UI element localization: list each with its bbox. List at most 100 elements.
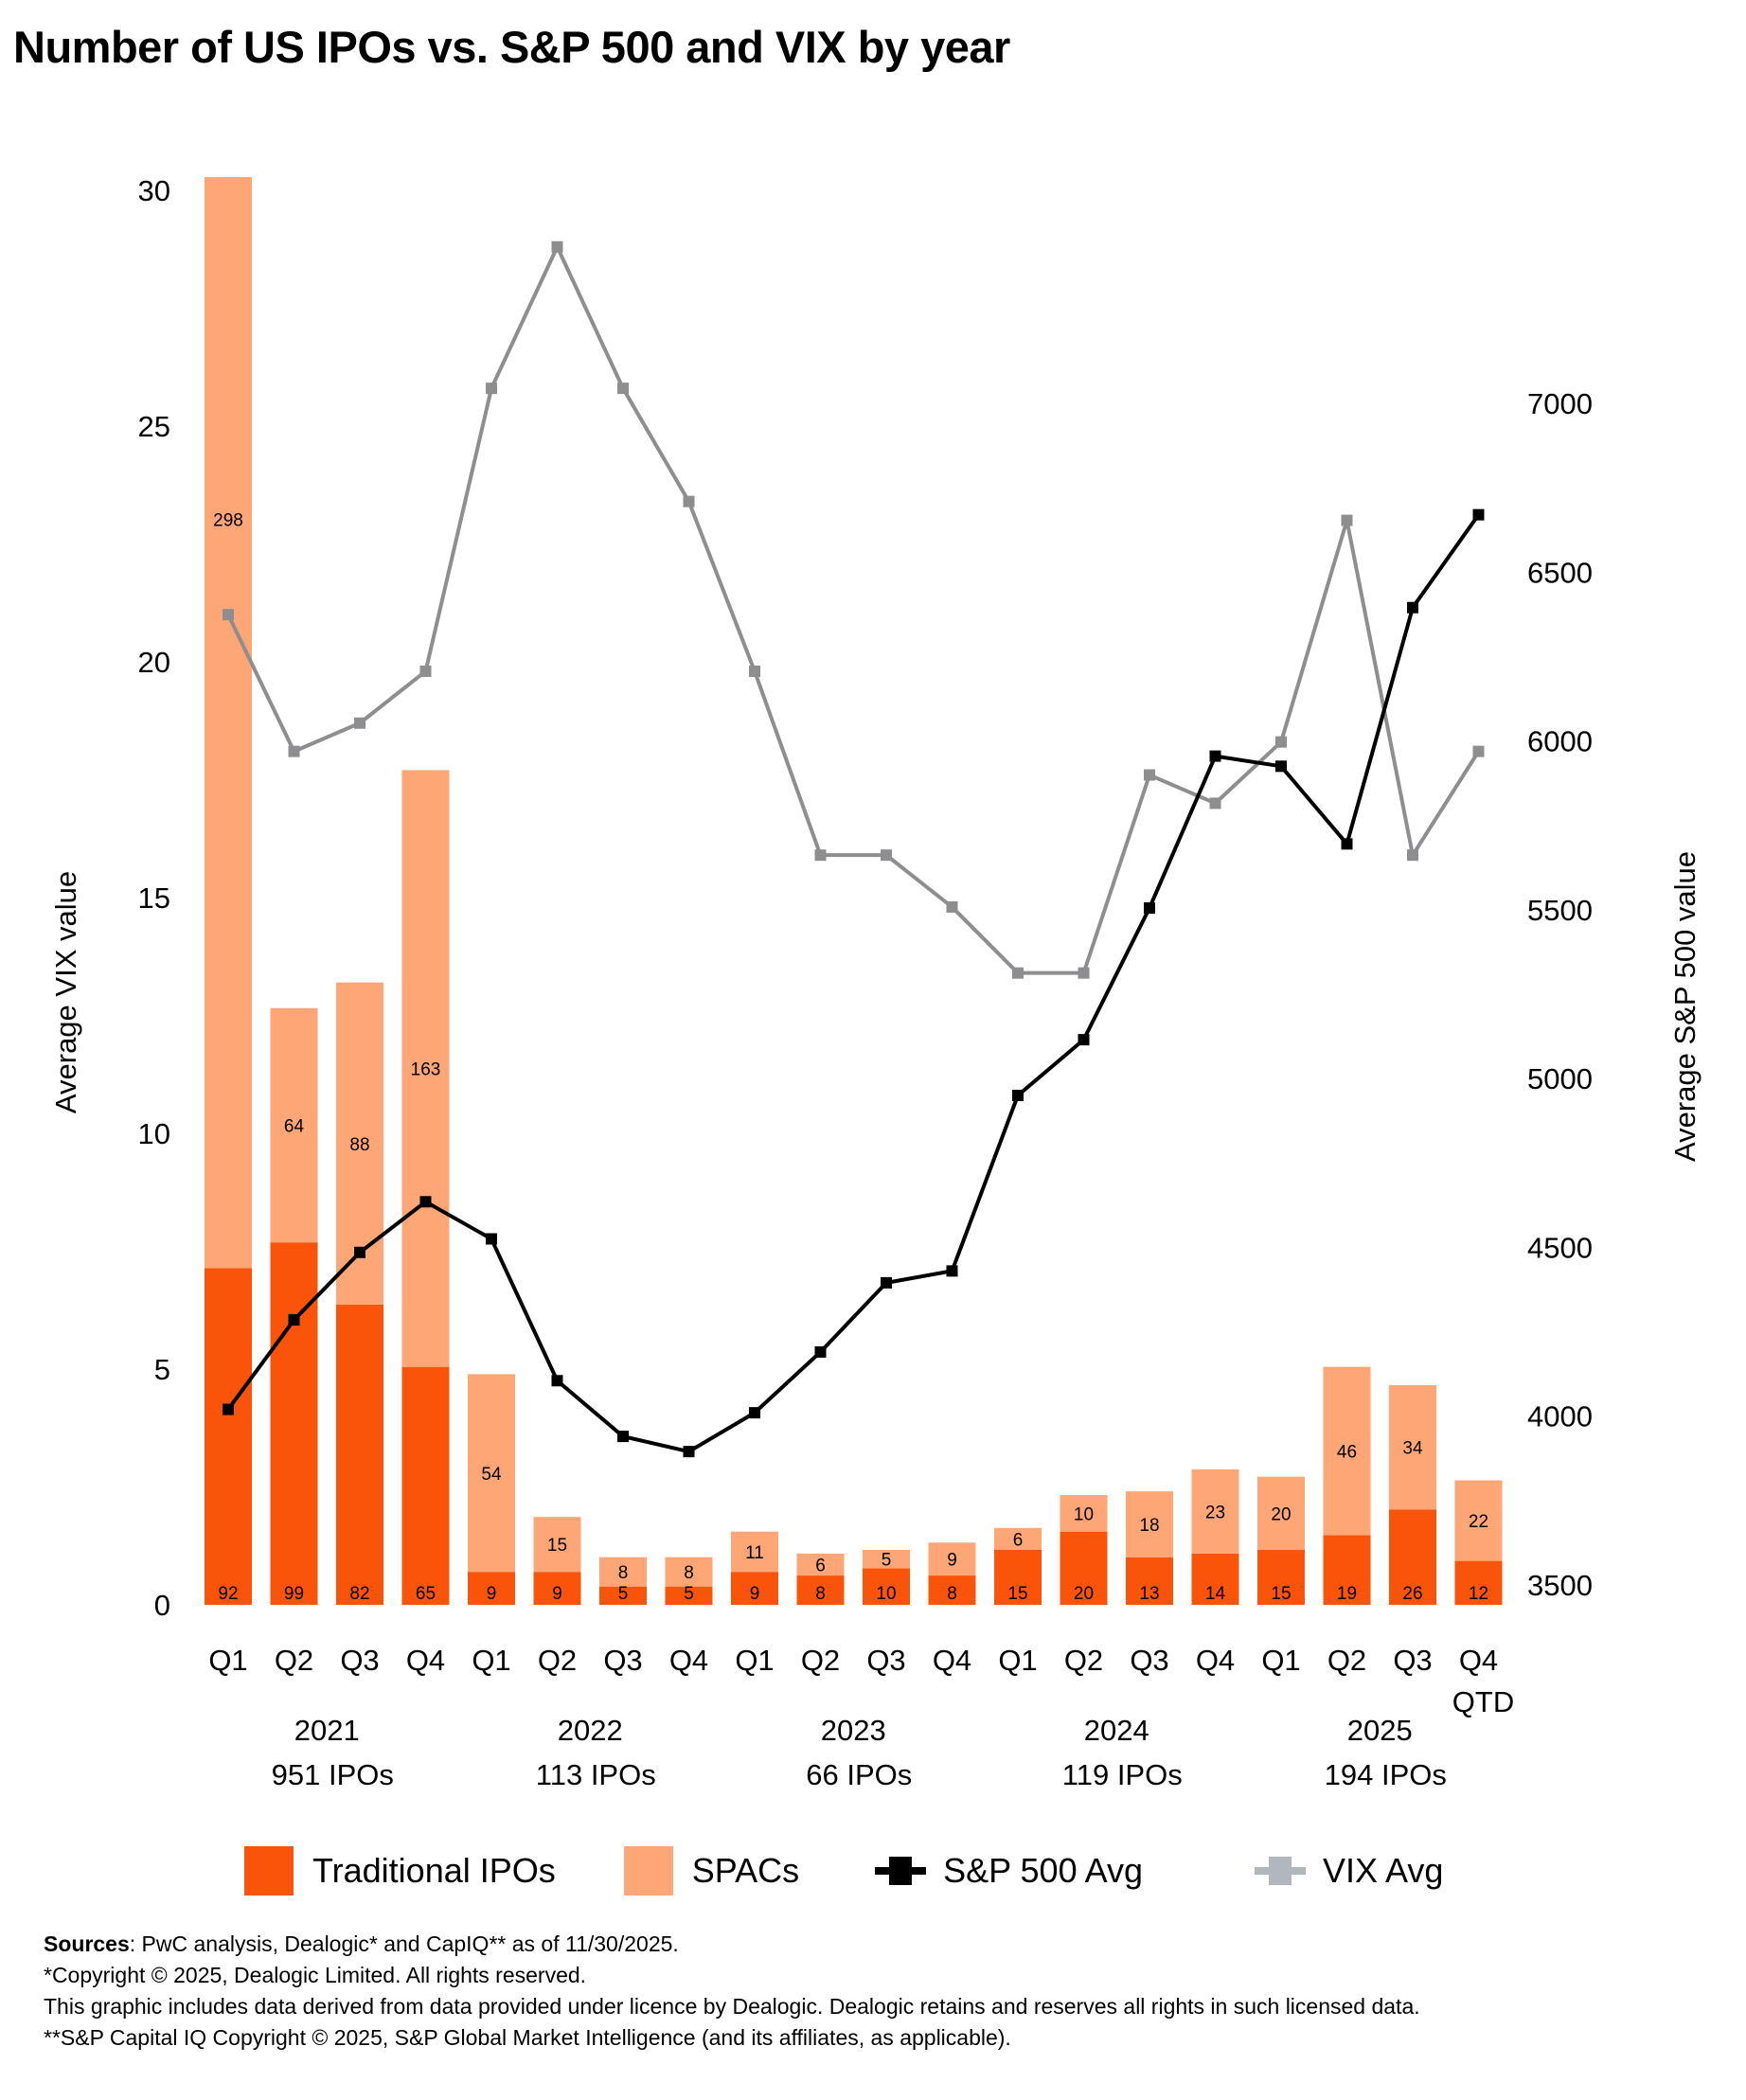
- x-tick-label: Q3: [1393, 1644, 1432, 1677]
- year-ipo-total: 66 IPOs: [806, 1758, 912, 1791]
- sources-text: : PwC analysis, Dealogic* and CapIQ** as…: [129, 1931, 679, 1956]
- vix-point: [749, 665, 760, 677]
- bar-traditional: [401, 1366, 450, 1605]
- bar-spac: [599, 1557, 647, 1587]
- y-tick-label-left: 20: [138, 646, 170, 679]
- sp500-point: [1144, 902, 1155, 915]
- y-tick-label-right: 4000: [1527, 1400, 1593, 1433]
- legend: Traditional IPOs SPACs S&P 500 Avg VIX A…: [244, 1846, 1443, 1895]
- bar-label-traditional: 65: [416, 1584, 436, 1604]
- y-axis-left-title: Average VIX value: [49, 871, 82, 1113]
- bar-label-traditional: 14: [1205, 1584, 1226, 1604]
- spacs-swatch: [623, 1846, 673, 1895]
- bar-label-spac: 11: [745, 1543, 764, 1563]
- bar-label-traditional: 8: [815, 1584, 826, 1604]
- bar-label-spac: 8: [684, 1563, 694, 1583]
- x-tick-sublabel: QTD: [1452, 1685, 1514, 1718]
- year-ipo-total: 113 IPOs: [536, 1758, 656, 1791]
- legend-item-vix: VIX Avg: [1255, 1851, 1443, 1891]
- bar-spac: [205, 177, 252, 1269]
- bar-traditional: [270, 1242, 318, 1605]
- bar-label-traditional: 9: [750, 1584, 760, 1604]
- x-axis: Q1 Q2 Q3 Q4 Q1 Q2 Q3 Q4 Q1 Q2 Q3 Q4 Q1 Q2 Q3 Q4 Q1 Q2 Q3 Q4…: [208, 1644, 1514, 1791]
- sp500-point: [617, 1431, 629, 1443]
- bar-label-traditional: 9: [487, 1584, 497, 1604]
- sp500-point: [419, 1196, 432, 1208]
- bar-label-traditional: 92: [218, 1584, 238, 1604]
- x-tick-label: Q4: [669, 1644, 708, 1677]
- bar-label-traditional: 20: [1074, 1584, 1094, 1604]
- bar-traditional: [1060, 1531, 1108, 1605]
- bar-traditional: [1126, 1557, 1173, 1605]
- vix-line: [226, 242, 1481, 975]
- sp500-point: [1012, 1089, 1024, 1101]
- vix-point: [1144, 769, 1155, 781]
- bar-label-spac: 34: [1402, 1439, 1423, 1459]
- x-tick-label: Q1: [735, 1644, 774, 1677]
- year-label: 2022: [558, 1714, 623, 1747]
- bar-label-spac: 163: [411, 1060, 441, 1080]
- y-tick-label-left: 5: [154, 1353, 170, 1386]
- ipo-chart: 9229899648288651639549155858911861058915…: [49, 174, 1701, 1791]
- sp500-line-marker-icon: [875, 1857, 927, 1885]
- sp500-point: [1407, 601, 1418, 614]
- bar-label-traditional: 26: [1402, 1584, 1422, 1604]
- legend-label-vix: VIX Avg: [1323, 1851, 1444, 1890]
- y-tick-label-left: 0: [154, 1589, 170, 1622]
- bar-traditional: [1323, 1535, 1371, 1605]
- bar-label-traditional: 12: [1469, 1584, 1488, 1604]
- sources-label: Sources: [44, 1931, 130, 1956]
- licence-note: This graphic includes data derived from …: [44, 1994, 1420, 2019]
- sp500-point: [946, 1265, 958, 1277]
- bar-traditional: [533, 1572, 581, 1605]
- bar-label-spac: 9: [947, 1551, 957, 1571]
- sp500-point: [354, 1246, 365, 1258]
- sources-line: Sources: PwC analysis, Dealogic* and Cap…: [44, 1929, 1420, 1960]
- legend-label-spacs: SPACs: [691, 1851, 800, 1890]
- bar-traditional: [994, 1550, 1042, 1605]
- x-tick-label: Q3: [340, 1644, 379, 1677]
- footer-notes: Sources: PwC analysis, Dealogic* and Cap…: [44, 1929, 1420, 2054]
- x-tick-label: Q4: [1196, 1644, 1235, 1677]
- sp500-point: [486, 1233, 497, 1245]
- chart-title: Number of US IPOs vs. S&P 500 and VIX by…: [13, 22, 1010, 72]
- y-tick-label-right: 6500: [1527, 556, 1593, 589]
- vix-point: [1078, 967, 1090, 979]
- bar-label-spac: 54: [481, 1465, 502, 1485]
- year-label: 2024: [1084, 1714, 1149, 1747]
- bar-label-spac: 6: [1013, 1530, 1024, 1550]
- bar-label-spac: 20: [1271, 1504, 1291, 1524]
- x-tick-label: Q4: [406, 1644, 445, 1677]
- bar-label-spac: 46: [1337, 1443, 1357, 1463]
- bar-label-spac: 88: [349, 1135, 369, 1155]
- y-tick-label-right: 5000: [1527, 1062, 1593, 1095]
- bar-label-traditional: 8: [947, 1584, 957, 1604]
- bar-label-spac: 23: [1205, 1503, 1225, 1522]
- bar-traditional: [468, 1572, 515, 1605]
- y-tick-label-right: 6000: [1527, 725, 1593, 758]
- bar-traditional: [1257, 1550, 1305, 1605]
- bar-spac: [270, 1007, 318, 1243]
- sp500-point: [749, 1407, 760, 1419]
- x-tick-label: Q4: [933, 1644, 971, 1677]
- vix-point: [288, 745, 300, 757]
- bars-layer: 9229899648288651639549155858911861058915…: [205, 177, 1503, 1605]
- y-tick-label-left: 15: [138, 881, 170, 915]
- bar-traditional: [1389, 1509, 1436, 1605]
- bar-spac: [928, 1542, 976, 1576]
- sp500-point: [881, 1276, 892, 1289]
- bar-label-spac: 18: [1139, 1516, 1159, 1536]
- bar-label-traditional: 19: [1337, 1584, 1357, 1604]
- bar-spac: [1323, 1366, 1371, 1536]
- bar-traditional: [205, 1268, 252, 1605]
- vix-point: [946, 900, 958, 913]
- vix-point: [1012, 967, 1024, 979]
- x-tick-label: Q2: [538, 1644, 577, 1677]
- bar-label-traditional: 5: [618, 1584, 629, 1604]
- bar-label-traditional: 82: [349, 1584, 369, 1604]
- sp500-point: [551, 1375, 563, 1387]
- bar-label-spac: 10: [1074, 1504, 1094, 1524]
- y-tick-label-left: 30: [138, 174, 170, 207]
- vix-point: [419, 665, 432, 677]
- sp500-point: [1472, 508, 1485, 521]
